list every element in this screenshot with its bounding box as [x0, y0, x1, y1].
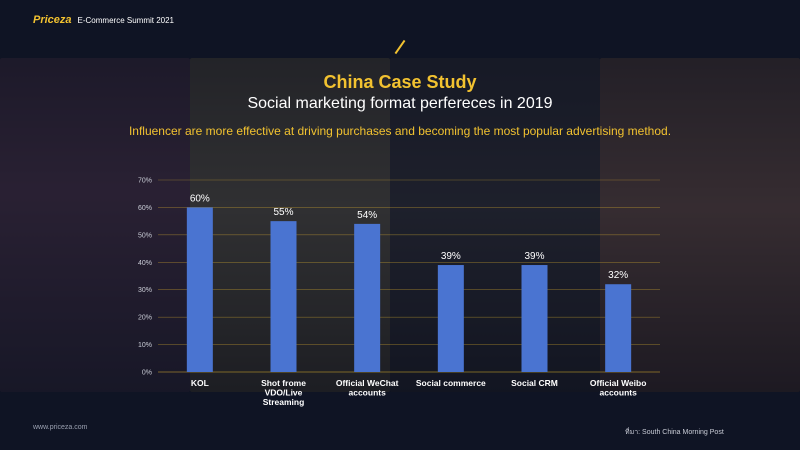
- event-name: E-Commerce Summit 2021: [77, 15, 175, 25]
- bar-social-commerce: [437, 265, 464, 372]
- website-url: www.priceza.com: [33, 424, 88, 431]
- y-tick-label: 0%: [142, 370, 152, 377]
- header-bar: Priceza E-Commerce Summit 2021: [33, 14, 174, 26]
- x-tick-label: Shot frome: [261, 378, 306, 388]
- data-label: 32%: [608, 270, 628, 281]
- source-credit: ที่มา: South China Morning Post: [625, 429, 724, 436]
- data-label: 54%: [357, 210, 377, 221]
- x-tick-label: Social CRM: [511, 378, 558, 388]
- y-tick-label: 10%: [138, 342, 152, 349]
- bar-official-wechat-accounts: [354, 223, 381, 372]
- y-tick-label: 50%: [138, 232, 152, 239]
- data-label: 39%: [524, 251, 544, 262]
- y-tick-label: 60%: [138, 205, 152, 212]
- x-tick-label: Social commerce: [416, 378, 486, 388]
- y-tick-label: 40%: [138, 260, 152, 267]
- data-label: 60%: [190, 193, 210, 204]
- slide-subtitle: Social marketing format perfereces in 20…: [247, 95, 553, 112]
- x-tick-label: Streaming: [263, 397, 305, 407]
- x-tick-label: accounts: [349, 388, 387, 398]
- x-tick-label: Official WeChat: [336, 378, 399, 388]
- x-tick-label: Official Weibo: [590, 378, 647, 388]
- data-label: 55%: [273, 207, 293, 218]
- bar-shot-frome-vdo-live-streaming: [270, 221, 297, 372]
- priceza-logo: Priceza: [33, 14, 72, 26]
- y-tick-label: 30%: [138, 287, 152, 294]
- dark-overlay: [0, 58, 800, 392]
- bar-social-crm: [521, 265, 548, 372]
- bar-kol: [186, 207, 213, 372]
- bar-official-weibo-accounts: [605, 284, 632, 372]
- x-tick-label: KOL: [191, 378, 209, 388]
- slide-title: China Case Study: [323, 72, 477, 92]
- x-tick-label: accounts: [600, 388, 638, 398]
- y-tick-label: 20%: [138, 315, 152, 322]
- data-label: 39%: [441, 251, 461, 262]
- y-tick-label: 70%: [138, 178, 152, 185]
- slide-description: Influencer are more effective at driving…: [128, 124, 672, 138]
- x-tick-label: VDO/Live: [265, 388, 303, 398]
